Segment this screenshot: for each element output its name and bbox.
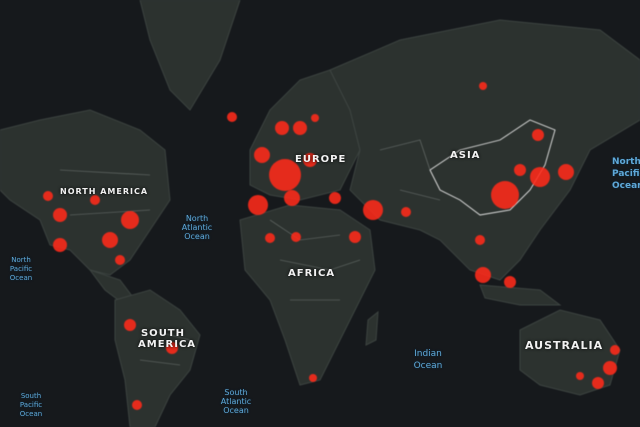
land-australia (519, 309, 621, 396)
case-marker (530, 167, 550, 187)
case-marker (124, 319, 136, 331)
label-north-america: NORTH AMERICA (60, 187, 149, 196)
case-marker (102, 232, 118, 248)
land-madagascar (365, 310, 379, 346)
land-south-america (114, 289, 201, 427)
case-marker (311, 114, 319, 122)
case-marker (293, 121, 307, 135)
case-marker (269, 159, 301, 191)
case-marker (254, 147, 270, 163)
case-marker (121, 211, 139, 229)
case-marker (349, 231, 361, 243)
land-asia (329, 19, 640, 281)
land-africa (239, 204, 376, 386)
label-africa: AFRICA (288, 268, 336, 279)
case-marker (558, 164, 574, 180)
case-marker (475, 267, 491, 283)
case-marker (90, 195, 100, 205)
case-markers (43, 82, 620, 410)
case-marker (132, 400, 142, 410)
case-marker (309, 374, 317, 382)
case-marker (475, 235, 485, 245)
case-marker (603, 361, 617, 375)
label-australia: AUSTRALIA (525, 339, 604, 352)
case-marker (329, 192, 341, 204)
case-marker (43, 191, 53, 201)
label-south-pacific-ocean: South Pacific Ocean (19, 392, 43, 418)
case-marker (504, 276, 516, 288)
case-marker (115, 255, 125, 265)
case-marker (275, 121, 289, 135)
case-marker (610, 345, 620, 355)
case-marker (248, 195, 268, 215)
case-marker (401, 207, 411, 217)
case-marker (363, 200, 383, 220)
label-north-pacific-ocean-left: North Pacific Ocean (9, 256, 33, 282)
case-marker (227, 112, 237, 122)
label-indian-ocean: Indian Ocean (413, 349, 443, 371)
label-north-pacific-ocean-right: North Pacific Ocean (612, 157, 640, 191)
case-marker (265, 233, 275, 243)
case-marker (303, 153, 317, 167)
case-marker (53, 238, 67, 252)
label-europe: EUROPE (295, 154, 347, 165)
land-greenland (139, 0, 241, 111)
case-marker (166, 342, 178, 354)
label-south-atlantic-ocean: South Atlantic Ocean (220, 388, 252, 415)
case-marker (479, 82, 487, 90)
case-marker (291, 232, 301, 242)
label-south-america: SOUTH AMERICA (138, 328, 197, 350)
land-indonesia (479, 284, 562, 306)
label-asia: ASIA (450, 150, 481, 161)
case-marker (284, 190, 300, 206)
case-marker (53, 208, 67, 222)
case-marker (491, 181, 519, 209)
case-marker (576, 372, 584, 380)
case-marker (514, 164, 526, 176)
label-north-atlantic-ocean: North Atlantic Ocean (181, 214, 213, 241)
case-marker (592, 377, 604, 389)
land-north-america (0, 109, 171, 276)
case-marker (532, 129, 544, 141)
